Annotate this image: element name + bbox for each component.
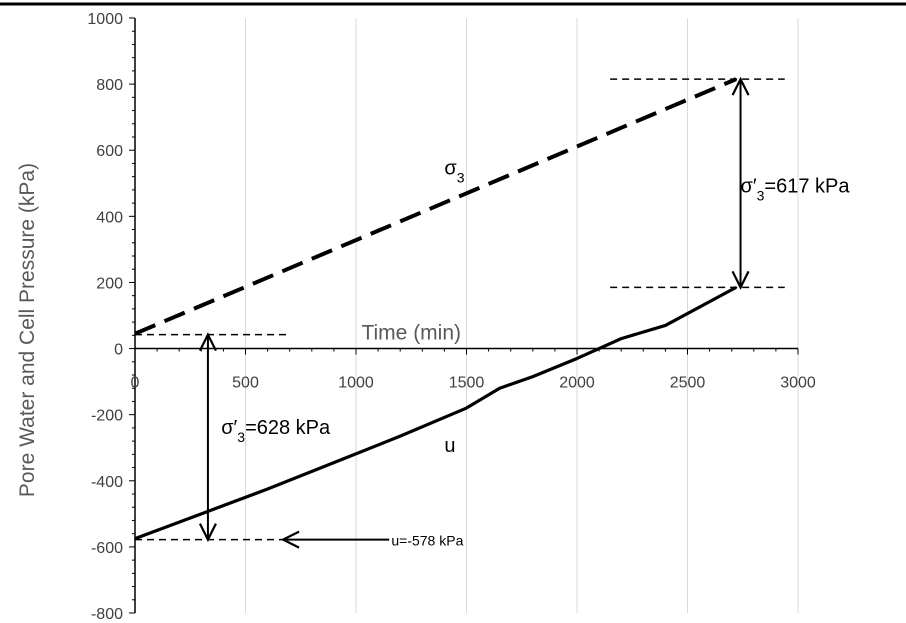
x-tick-label: 1500 bbox=[449, 375, 485, 392]
x-tick-label: 1000 bbox=[338, 375, 374, 392]
arrowhead-left bbox=[280, 530, 300, 549]
axes bbox=[129, 17, 799, 614]
arrowhead-down bbox=[731, 270, 750, 290]
x-tick-label: 2000 bbox=[559, 375, 595, 392]
u-final-label: u=-578 kPa bbox=[391, 533, 463, 549]
x-axis-title: Time (min) bbox=[361, 322, 461, 345]
y-tick-label: 200 bbox=[96, 275, 123, 292]
y-tick-label: 1000 bbox=[87, 11, 123, 28]
y-axis-title: Pore Water and Cell Pressure (kPa) bbox=[16, 163, 39, 497]
effective-stress-label-bottom: σ′3=628 kPa bbox=[221, 417, 331, 445]
x-tick-label: 500 bbox=[232, 375, 259, 392]
arrowhead-down bbox=[198, 523, 217, 543]
sigma3-series-line bbox=[134, 77, 737, 336]
arrows bbox=[198, 76, 750, 549]
y-tick-label: 400 bbox=[96, 209, 123, 226]
y-tick-label: -600 bbox=[91, 540, 123, 557]
y-tick-label: 0 bbox=[114, 342, 123, 359]
grid-lines bbox=[245, 18, 799, 613]
sigma3-label: σ3 bbox=[444, 157, 464, 185]
y-tick-label: -400 bbox=[91, 474, 123, 491]
y-tick-label: -200 bbox=[91, 408, 123, 425]
x-tick-label: 3000 bbox=[780, 375, 816, 392]
series-lines bbox=[134, 77, 737, 541]
arrowhead-up bbox=[198, 332, 217, 352]
annotations: σ3 σ′3=617 kPa σ′3=628 kPa u u=-578 kPa bbox=[221, 157, 850, 548]
effective-stress-label-top: σ′3=617 kPa bbox=[741, 176, 851, 204]
reference-lines bbox=[135, 78, 785, 541]
y-tick-label: 800 bbox=[96, 77, 123, 94]
x-tick-label: 2500 bbox=[670, 375, 706, 392]
u-series-line bbox=[134, 285, 737, 541]
u-label: u bbox=[444, 435, 455, 457]
x-tick-label: 0 bbox=[131, 375, 140, 392]
arrowhead-up bbox=[731, 76, 750, 96]
y-tick-label: -800 bbox=[91, 606, 123, 623]
y-tick-label: 600 bbox=[96, 143, 123, 160]
